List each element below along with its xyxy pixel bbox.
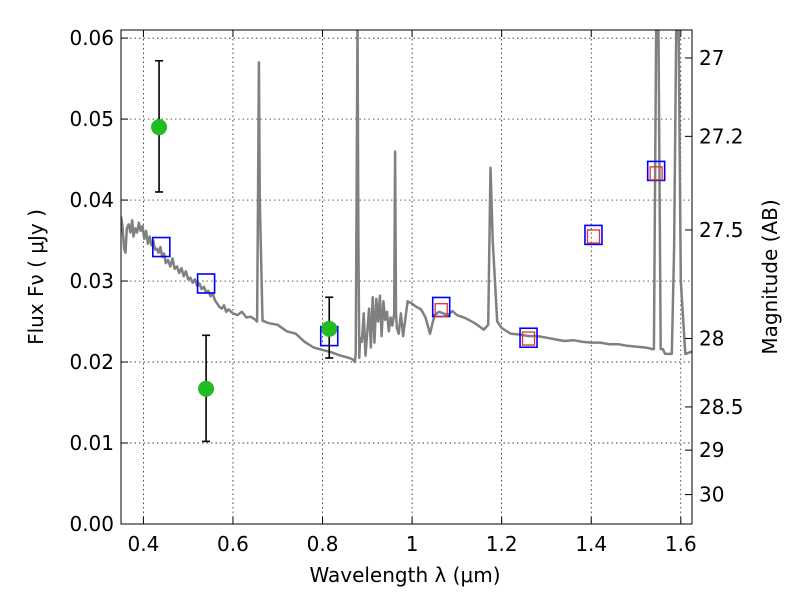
y-tick-label: 0.02 xyxy=(69,350,114,374)
model-band-square xyxy=(519,327,538,349)
mag-tick-label: 27 xyxy=(699,46,724,70)
x-tick-label: 1.2 xyxy=(486,532,518,556)
model-band-inner-square xyxy=(434,303,448,318)
mag-tick-label: 27.5 xyxy=(699,218,744,242)
x-tick-label: 0.8 xyxy=(307,532,339,556)
mag-tick-label: 28.5 xyxy=(699,395,744,419)
model-band-square xyxy=(152,236,171,258)
y-axis-label-left: Flux Fν ( μJy ) xyxy=(24,209,48,345)
plot-area xyxy=(121,30,692,443)
mag-tick-label: 29 xyxy=(699,438,724,462)
x-tick-label: 0.6 xyxy=(217,532,249,556)
observed-flux-point xyxy=(198,380,215,397)
y-tick-label: 0.01 xyxy=(69,431,114,455)
observed-flux-point xyxy=(321,320,338,337)
x-tick-label: 0.4 xyxy=(127,532,159,556)
mag-tick-label: 30 xyxy=(699,483,724,507)
y-tick-label: 0.04 xyxy=(69,188,114,212)
x-tick-label: 1 xyxy=(406,532,419,556)
model-band-inner-square xyxy=(649,166,663,181)
mag-tick-label: 28 xyxy=(699,326,724,350)
y-axis-label-right: Magnitude (AB) xyxy=(758,199,782,354)
grid xyxy=(121,30,692,525)
model-spectrum-line xyxy=(121,30,692,364)
model-band-square xyxy=(584,224,603,246)
model-band-inner-square xyxy=(521,331,536,346)
axes: 0.4 0.6 0.8 1 1.2 1.4 1.6 0.00 0.01 0.02 0.03 0.04 0… xyxy=(69,26,743,556)
observed-flux-point xyxy=(151,119,168,136)
y-tick-label: 0.03 xyxy=(69,269,114,293)
x-tick-label: 1.4 xyxy=(575,532,607,556)
y-tick-label: 0.05 xyxy=(69,107,114,131)
model-band-square xyxy=(196,273,216,294)
x-axis-label: Wavelength λ (μm) xyxy=(309,563,500,587)
y-tick-label: 0.00 xyxy=(69,512,114,536)
y-tick-label: 0.06 xyxy=(69,26,114,50)
model-band-inner-square xyxy=(586,229,601,244)
mag-tick-label: 27.2 xyxy=(699,124,744,148)
x-tick-label: 1.6 xyxy=(665,532,697,556)
plot-frame xyxy=(120,29,693,525)
